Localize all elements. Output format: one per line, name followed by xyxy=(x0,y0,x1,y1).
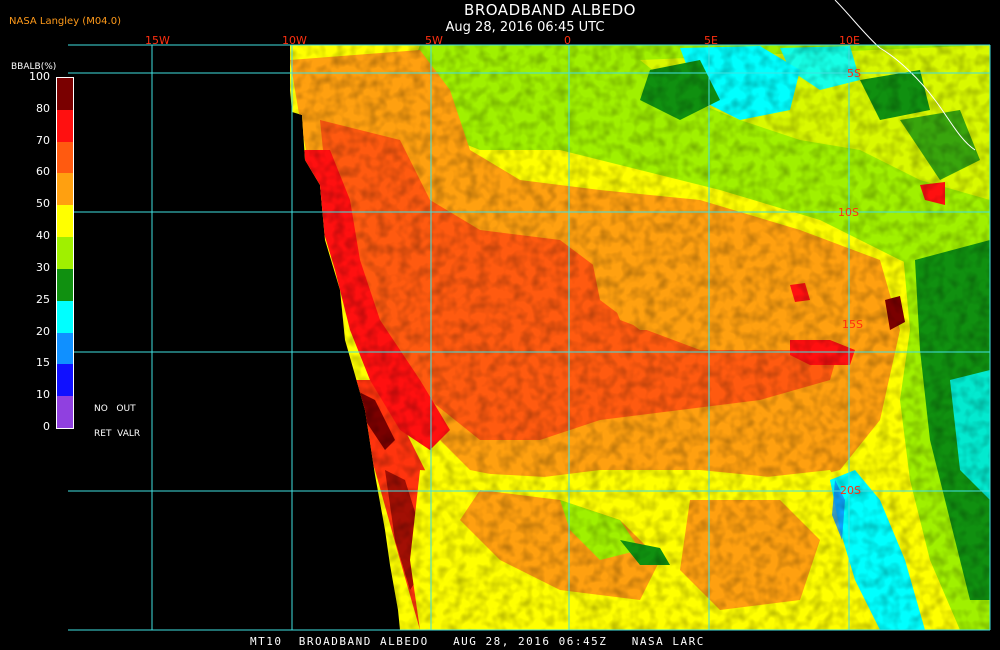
colorbar-tick-label: 60 xyxy=(36,165,50,179)
source-label: NASA Langley (M04.0) xyxy=(9,16,121,27)
colorbar-tick-label: 70 xyxy=(36,133,50,147)
footer-caption: MT10 BROADBAND ALBEDO AUG 28, 2016 06:45… xyxy=(250,635,705,648)
colorbar-swatch xyxy=(57,364,73,397)
colorbar-tick-label: 0 xyxy=(43,420,50,433)
colorbar-tick-label: 40 xyxy=(36,229,50,243)
colorbar-swatch xyxy=(57,332,73,365)
colorbar-tick-label: 100 xyxy=(29,70,50,83)
lon-label-15w: 15W xyxy=(145,34,170,47)
no-retrieval-label: NO OUT xyxy=(94,404,136,414)
valr-label: RET VALR xyxy=(94,429,141,439)
colorbar-tick-label: 25 xyxy=(36,292,50,306)
map-timestamp: Aug 28, 2016 06:45 UTC xyxy=(445,20,605,35)
lat-label-5s: 5S xyxy=(847,67,861,80)
lon-label-5e: 5E xyxy=(704,34,718,47)
lat-label-15s: 15S xyxy=(842,318,863,331)
colorbar-tick-label: 50 xyxy=(36,197,50,211)
coastline xyxy=(834,0,976,151)
colorbar xyxy=(56,77,74,429)
lon-label-10w: 10W xyxy=(282,34,307,47)
colorbar-tick-label: 15 xyxy=(36,356,50,370)
lat-lon-grid xyxy=(68,44,991,631)
colorbar-swatch xyxy=(57,109,73,143)
lon-label-10e: 10E xyxy=(839,34,860,47)
colorbar-tick-label: 30 xyxy=(36,260,50,274)
colorbar-tick-label: 10 xyxy=(36,388,50,402)
colorbar-swatch xyxy=(57,205,73,238)
colorbar-swatch xyxy=(57,268,73,302)
colorbar-swatch xyxy=(57,237,73,270)
lat-label-10s: 10S xyxy=(838,206,859,219)
colorbar-swatch xyxy=(57,300,73,334)
lat-label-20s: 20S xyxy=(840,484,861,497)
colorbar-title: BBALB(%) xyxy=(11,62,57,72)
colorbar-swatch xyxy=(57,173,73,206)
albedo-field xyxy=(290,45,990,630)
colorbar-swatch xyxy=(57,78,73,111)
lon-label-0: 0 xyxy=(564,34,571,47)
colorbar-swatch xyxy=(57,141,73,174)
lon-label-5w: 5W xyxy=(425,34,443,47)
colorbar-tick-label: 20 xyxy=(36,324,50,338)
map-title: BROADBAND ALBEDO xyxy=(464,1,636,19)
colorbar-tick-label: 80 xyxy=(36,101,50,115)
colorbar-swatch xyxy=(57,396,73,429)
